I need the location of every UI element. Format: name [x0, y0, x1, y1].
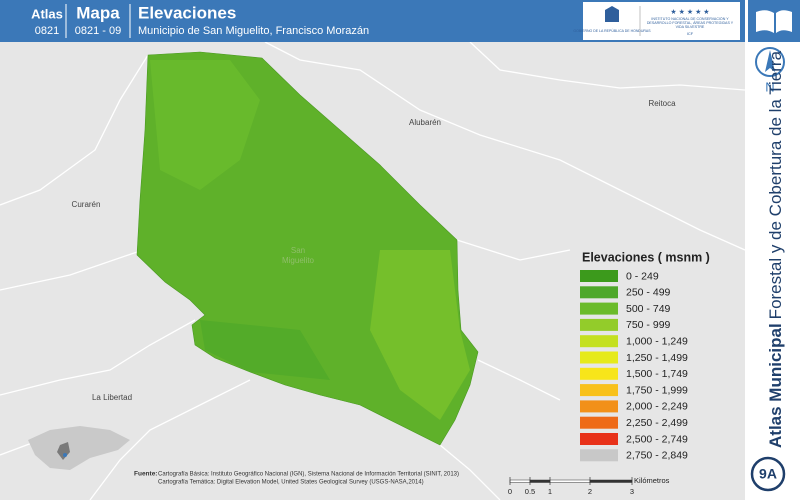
legend-swatch: [580, 449, 618, 462]
institute-acronym: ICF: [687, 31, 694, 36]
government-name: GOBIERNO DE LA REPÚBLICA DE HONDURAS: [573, 29, 651, 33]
source-lead: Fuente:: [134, 471, 157, 478]
municipality-line: Miguelito: [282, 256, 315, 265]
scale-segment: [529, 479, 551, 483]
source-line: Cartografía Básica: Instituto Geográfico…: [158, 472, 459, 478]
place-label: Curarén: [72, 200, 101, 209]
legend-swatch: [580, 270, 618, 282]
municipality-line: San: [291, 246, 305, 255]
municipality-label: San Miguelito: [282, 246, 315, 265]
place-label: La Libertad: [92, 393, 132, 402]
legend-label: 750 - 999: [626, 319, 671, 331]
north-arrow: [765, 50, 775, 72]
vertical-title-rest: Forestal y de Cobertura de la Tierra: [766, 50, 785, 319]
legend-label: 1,500 - 1,749: [626, 368, 688, 380]
legend-swatch: [580, 384, 618, 397]
legend-label: 2,250 - 2,499: [626, 417, 688, 429]
map-code: 0821 - 09: [75, 25, 121, 37]
inset-location: [63, 453, 67, 457]
legend: Elevaciones ( msnm ) 0 - 249 250 - 499 500…: [580, 250, 710, 462]
scale-tick-label: 0.5: [525, 487, 535, 496]
place-label: Reitoca: [648, 99, 676, 108]
legend-swatch: [580, 286, 618, 299]
government-emblem: [605, 6, 619, 22]
scale-tick-label: 1: [548, 487, 552, 496]
subtitle: Municipio de San Miguelito, Francisco Mo…: [138, 25, 369, 37]
legend-label: 0 - 249: [626, 270, 659, 282]
title: Elevaciones: [138, 3, 236, 22]
map-label: Mapa: [76, 3, 120, 22]
atlas-code: 0821: [35, 25, 59, 37]
legend-swatch: [580, 416, 618, 429]
boundaries: [0, 41, 746, 500]
relief: [200, 320, 330, 380]
book-icon: [756, 10, 792, 34]
vertical-title: Atlas Municipal Forestal y de Cobertura d…: [766, 50, 785, 448]
legend-swatch: [580, 351, 618, 364]
legend-swatch: [580, 335, 618, 348]
legend-label: 2,500 - 2,749: [626, 433, 688, 445]
scale-segment: [509, 479, 531, 483]
inset-country: [28, 426, 130, 470]
legend-label: 1,250 - 1,499: [626, 352, 688, 364]
relief: [370, 250, 470, 420]
legend-label: 250 - 499: [626, 287, 671, 299]
institute-name: INSTITUTO NACIONAL DE CONSERVACIÓN Y DES…: [646, 17, 734, 29]
place-label: Alubarén: [409, 118, 441, 127]
legend-swatch: [580, 433, 618, 445]
north-label: N: [765, 79, 774, 94]
scale-tick-label: 2: [588, 487, 592, 496]
legend-label: 2,000 - 2,249: [626, 401, 688, 413]
stars: ★ ★ ★ ★ ★: [670, 8, 709, 16]
legend-label: 500 - 749: [626, 303, 671, 315]
legend-swatch: [580, 302, 618, 315]
legend-title: Elevaciones ( msnm ): [582, 250, 710, 264]
source-line: Cartografía Temática: Digital Elevation …: [158, 480, 424, 486]
legend-swatch: [580, 400, 618, 413]
legend-swatch: [580, 367, 618, 380]
legend-label: 2,750 - 2,849: [626, 450, 688, 462]
atlas-label: Atlas: [31, 6, 63, 21]
relief: [150, 60, 260, 190]
legend-label: 1,750 - 1,999: [626, 384, 688, 396]
vertical-title-bold: Atlas Municipal: [766, 323, 785, 448]
legend-label: 1,000 - 1,249: [626, 335, 688, 347]
scale-tick-label: 0: [508, 487, 512, 496]
page-number: 9A: [759, 466, 777, 482]
page-badge: [750, 456, 786, 492]
scale-tick-label: 3: [630, 487, 634, 496]
scale-segment: [549, 479, 591, 483]
legend-swatch: [580, 318, 618, 331]
north-circle: [755, 47, 785, 77]
scale-segment: [589, 479, 633, 483]
scale-unit: Kilómetros: [634, 476, 670, 485]
institute-wrap: INSTITUTO NACIONAL DE CONSERVACIÓN Y DES…: [646, 17, 734, 29]
